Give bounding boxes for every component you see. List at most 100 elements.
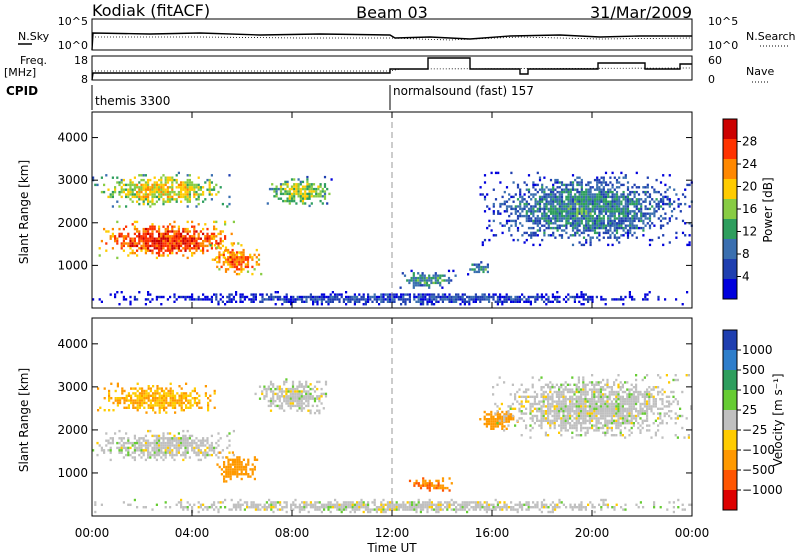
data-cell (193, 190, 196, 194)
data-cell (480, 261, 483, 264)
data-cell (175, 239, 178, 243)
data-cell (144, 441, 147, 445)
data-cell (160, 406, 163, 409)
data-cell (182, 444, 185, 447)
data-cell (178, 401, 181, 405)
data-cell (565, 205, 568, 208)
data-cell (525, 219, 528, 223)
data-cell (653, 224, 656, 227)
data-cell (227, 468, 230, 471)
data-cell (644, 293, 647, 296)
data-cell (615, 414, 618, 418)
data-cell (285, 399, 288, 403)
data-cell (173, 230, 176, 233)
data-cell (618, 222, 621, 225)
data-cell (180, 237, 183, 240)
data-cell (661, 393, 664, 396)
data-cell (151, 251, 154, 255)
data-cell (144, 186, 147, 189)
data-cell (450, 295, 453, 299)
data-cell (530, 234, 533, 237)
data-cell (598, 219, 601, 223)
data-cell (569, 395, 572, 398)
data-cell (595, 383, 598, 386)
data-cell (662, 217, 665, 220)
data-cell (255, 256, 258, 259)
data-cell (527, 217, 531, 220)
data-cell (218, 260, 221, 264)
data-cell (269, 390, 273, 393)
data-cell (591, 295, 594, 299)
data-cell (668, 186, 671, 189)
data-cell (173, 434, 176, 438)
data-cell (496, 415, 499, 418)
data-cell (156, 401, 159, 405)
data-cell (516, 226, 520, 230)
data-cell (564, 386, 567, 389)
data-cell (430, 281, 433, 285)
data-cell (576, 176, 579, 179)
data-cell (668, 402, 671, 406)
data-cell (538, 229, 542, 232)
data-cell (195, 453, 198, 457)
data-cell (284, 192, 287, 196)
data-cell (196, 404, 199, 407)
data-cell (141, 397, 144, 400)
data-cell (571, 407, 574, 410)
data-cell (599, 402, 602, 406)
data-cell (580, 417, 583, 420)
data-cell (285, 387, 288, 391)
data-cell (178, 404, 181, 407)
data-cell (587, 198, 590, 201)
data-cell (562, 419, 565, 422)
data-cell (541, 195, 544, 199)
data-cell (197, 202, 200, 206)
data-cell (580, 291, 583, 294)
data-cell (125, 394, 128, 397)
data-cell (227, 263, 230, 266)
data-cell (164, 437, 167, 440)
data-cell (536, 393, 539, 396)
data-cell (525, 183, 528, 187)
data-cell (530, 236, 533, 239)
data-cell (577, 419, 580, 422)
data-cell (488, 300, 491, 303)
data-cell (621, 412, 624, 415)
data-cell (549, 300, 552, 303)
data-cell (624, 198, 627, 201)
data-cell (584, 390, 587, 394)
data-cell (158, 409, 161, 412)
data-cell (571, 224, 575, 227)
data-cell (577, 378, 580, 382)
data-cell (585, 210, 588, 213)
data-cell (670, 390, 673, 394)
data-cell (630, 410, 633, 413)
data-cell (155, 449, 158, 452)
data-cell (521, 214, 524, 218)
data-cell (501, 202, 504, 206)
data-cell (620, 234, 623, 237)
data-cell (186, 429, 189, 433)
data-cell (555, 400, 558, 403)
data-cell (547, 217, 550, 220)
data-cell (520, 410, 523, 413)
data-cell (624, 231, 627, 235)
data-cell (195, 242, 198, 245)
data-cell (604, 410, 607, 413)
data-cell (573, 393, 576, 396)
data-cell (610, 386, 613, 389)
data-cell (188, 186, 191, 189)
data-cell (145, 392, 148, 395)
data-cell (184, 195, 187, 199)
data-cell (336, 295, 339, 299)
data-cell (607, 222, 610, 225)
data-cell (593, 217, 597, 220)
data-cell (136, 449, 139, 452)
data-cell (593, 205, 597, 208)
data-cell (223, 475, 226, 478)
data-cell (545, 207, 548, 211)
data-cell (223, 470, 226, 473)
data-cell (160, 295, 163, 299)
data-cell (588, 426, 591, 430)
data-cell (300, 399, 303, 403)
